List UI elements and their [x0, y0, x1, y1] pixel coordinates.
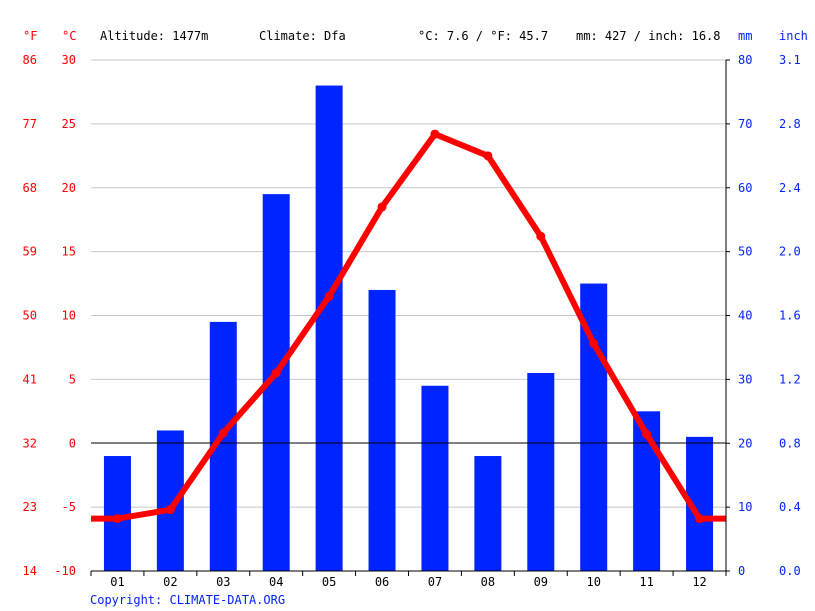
temperature-point	[642, 429, 652, 439]
average-temperature-label: °C: 7.6 / °F: 45.7	[418, 29, 548, 43]
inch-tick-label: 0.0	[779, 564, 801, 578]
altitude-label: Altitude: 1477m	[100, 29, 208, 43]
precipitation-bar	[368, 289, 396, 571]
celsius-tick-label: 30	[62, 53, 76, 67]
mm-tick-label: 80	[738, 53, 752, 67]
mm-tick-label: 20	[738, 436, 752, 450]
temperature-point	[165, 505, 175, 515]
inch-tick-label: 2.8	[779, 117, 801, 131]
precipitation-bar	[527, 372, 555, 571]
temperature-point	[218, 428, 228, 438]
precipitation-bar	[421, 385, 449, 571]
precipitation-bars	[103, 85, 714, 572]
mm-tick-label: 0	[738, 564, 745, 578]
temperature-line	[91, 129, 726, 524]
axes	[90, 59, 730, 576]
fahrenheit-tick-label: 32	[23, 436, 37, 450]
climate-label: Climate: Dfa	[259, 29, 346, 43]
month-tick-label: 05	[322, 575, 336, 589]
celsius-tick-label: -5	[62, 500, 76, 514]
inch-tick-label: 0.8	[779, 436, 801, 450]
fahrenheit-tick-label: 41	[23, 372, 37, 386]
celsius-tick-label: 25	[62, 117, 76, 131]
mm-tick-label: 30	[738, 372, 752, 386]
temperature-point	[377, 202, 387, 212]
month-tick-label: 06	[375, 575, 389, 589]
month-tick-label: 01	[110, 575, 124, 589]
month-tick-label: 10	[586, 575, 600, 589]
temperature-point	[536, 231, 546, 241]
celsius-tick-label: 0	[69, 436, 76, 450]
celsius-tick-label: -10	[54, 564, 76, 578]
total-precipitation-label: mm: 427 / inch: 16.8	[576, 29, 721, 43]
grid-lines	[91, 59, 726, 508]
precipitation-bar	[103, 456, 131, 571]
inch-tick-label: 2.0	[779, 245, 801, 259]
temperature-point	[589, 339, 599, 349]
fahrenheit-tick-label: 68	[23, 181, 37, 195]
temperature-point	[324, 291, 334, 301]
temperature-point	[695, 514, 705, 524]
inch-tick-label: 2.4	[779, 181, 801, 195]
inch-tick-label: 1.2	[779, 372, 801, 386]
inch-unit-label: inch	[779, 29, 808, 43]
month-tick-label: 11	[639, 575, 653, 589]
month-tick-label: 08	[481, 575, 495, 589]
celsius-tick-label: 10	[62, 309, 76, 323]
fahrenheit-tick-label: 77	[23, 117, 37, 131]
mm-tick-label: 10	[738, 500, 752, 514]
temperature-point	[112, 514, 122, 524]
celsius-tick-label: 15	[62, 245, 76, 259]
temperature-point	[483, 151, 493, 161]
fahrenheit-tick-label: 86	[23, 53, 37, 67]
precipitation-bar	[315, 85, 343, 572]
mm-unit-label: mm	[738, 29, 752, 43]
temperature-point	[271, 368, 281, 378]
mm-tick-label: 70	[738, 117, 752, 131]
mm-tick-label: 40	[738, 309, 752, 323]
month-tick-label: 09	[534, 575, 548, 589]
fahrenheit-unit-label: °F	[23, 29, 37, 43]
fahrenheit-tick-label: 50	[23, 309, 37, 323]
inch-tick-label: 0.4	[779, 500, 801, 514]
fahrenheit-tick-label: 59	[23, 245, 37, 259]
inch-tick-label: 1.6	[779, 309, 801, 323]
month-tick-label: 04	[269, 575, 283, 589]
mm-tick-label: 60	[738, 181, 752, 195]
fahrenheit-tick-label: 23	[23, 500, 37, 514]
temperature-point	[430, 129, 440, 139]
precipitation-bar	[474, 456, 502, 571]
month-tick-label: 03	[216, 575, 230, 589]
month-tick-label: 07	[428, 575, 442, 589]
copyright-label: Copyright: CLIMATE-DATA.ORG	[90, 593, 285, 607]
inch-tick-label: 3.1	[779, 53, 801, 67]
celsius-tick-label: 20	[62, 181, 76, 195]
month-tick-label: 12	[692, 575, 706, 589]
celsius-unit-label: °C	[62, 29, 76, 43]
month-tick-label: 02	[163, 575, 177, 589]
fahrenheit-tick-label: 14	[23, 564, 37, 578]
temperature-line-path	[91, 131, 726, 522]
axis-labels: 14 -10 0 0.023 -5 10 0.432 0 20 0.841 5 30 1.250 10 40…	[23, 53, 801, 589]
celsius-tick-label: 5	[69, 372, 76, 386]
mm-tick-label: 50	[738, 245, 752, 259]
